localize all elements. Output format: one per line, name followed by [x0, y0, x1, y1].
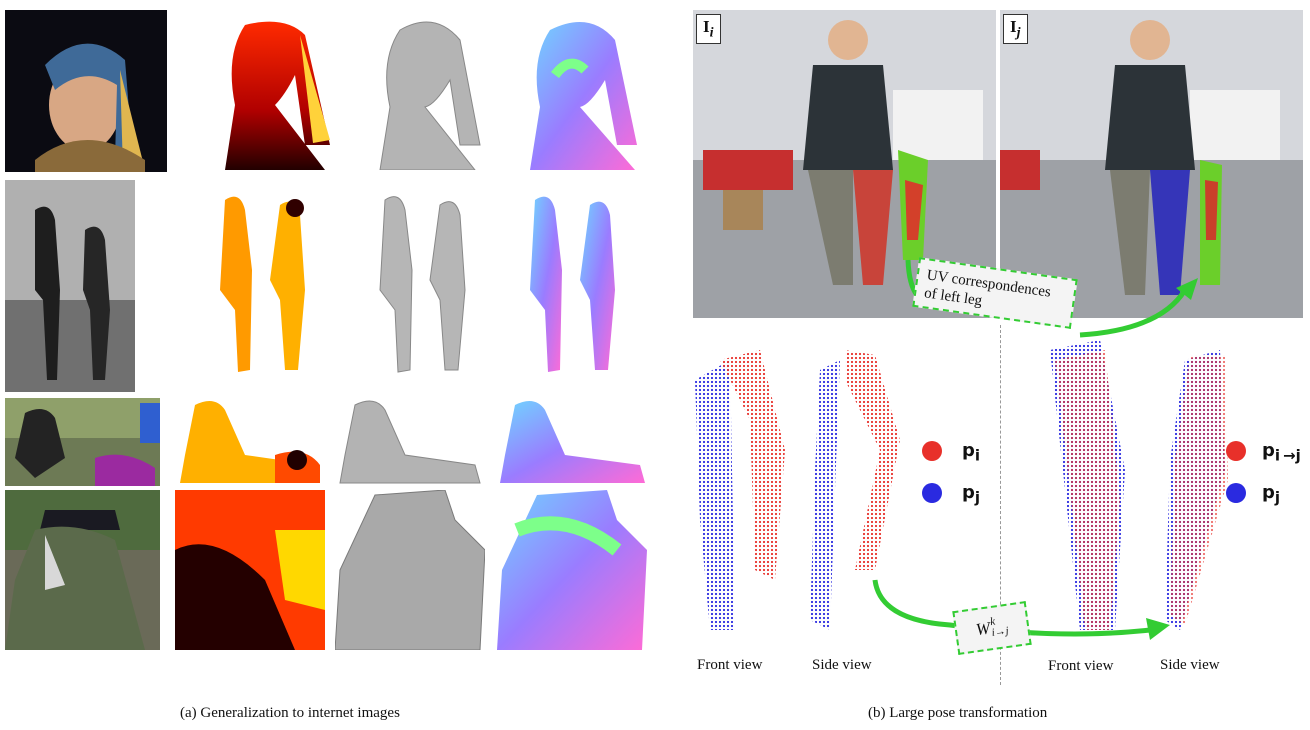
input-photo-girl-pearl — [5, 10, 167, 172]
legend-label-pj-right: pj — [1262, 482, 1281, 507]
view-label-side-2: Side view — [1160, 657, 1220, 673]
legend-dot-red-right — [1226, 441, 1246, 461]
pointcloud-after — [1050, 340, 1228, 630]
normal-map-man-crouching — [495, 395, 650, 487]
photo-pose-j — [1000, 10, 1303, 318]
normal-map-two-women — [520, 190, 630, 382]
mesh-two-women — [370, 190, 480, 382]
depth-map-girl — [225, 15, 335, 170]
label-image-j: Ij — [1003, 14, 1028, 45]
input-photo-two-women — [5, 180, 135, 392]
label-image-i: Ii — [696, 14, 721, 45]
mesh-girl — [375, 15, 485, 170]
view-label-front-1: Front view — [697, 657, 763, 673]
divider-dashed — [1000, 325, 1001, 685]
legend-label-pj: pj — [962, 482, 981, 507]
depth-map-photographer — [175, 490, 325, 650]
legend-dot-blue-left — [922, 483, 942, 503]
input-photo-man-crouching — [5, 398, 160, 486]
mesh-man-crouching — [335, 395, 485, 487]
pointcloud-before — [695, 350, 900, 630]
legend-label-pi: pi — [962, 440, 981, 465]
legend-label-pi-to-j: pi →j — [1262, 440, 1301, 465]
legend-dot-red-left — [922, 441, 942, 461]
view-label-front-2: Front view — [1048, 658, 1114, 674]
caption-b: (b) Large pose transformation — [868, 705, 1048, 721]
normal-map-girl — [525, 15, 645, 170]
legend-dot-blue-right — [1226, 483, 1246, 503]
caption-a: (a) Generalization to internet images — [180, 705, 400, 721]
depth-map-man-crouching — [175, 395, 325, 487]
mesh-photographer — [335, 490, 485, 650]
input-photo-photographer — [5, 490, 160, 650]
view-label-side-1: Side view — [812, 657, 872, 673]
depth-map-two-women — [210, 190, 320, 382]
normal-map-photographer — [497, 490, 647, 650]
